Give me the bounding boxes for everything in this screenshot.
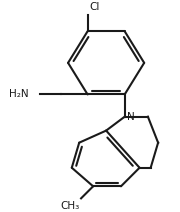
Text: Cl: Cl xyxy=(89,2,100,12)
Text: H₂N: H₂N xyxy=(10,89,29,99)
Text: CH₃: CH₃ xyxy=(60,201,79,211)
Text: N: N xyxy=(127,112,134,122)
